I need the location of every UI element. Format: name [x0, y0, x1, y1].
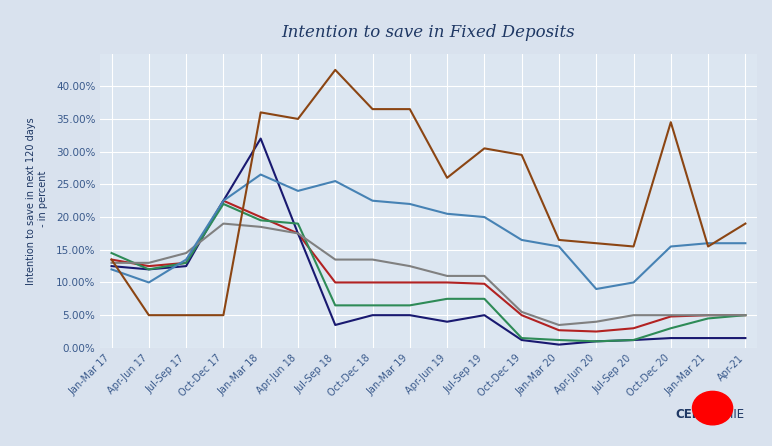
Text: CEPA: CEPA — [676, 409, 709, 421]
Title: Intention to save in Fixed Deposits: Intention to save in Fixed Deposits — [282, 24, 575, 41]
Y-axis label: Intention to save in next 120 days
 - in percent: Intention to save in next 120 days - in … — [26, 117, 48, 285]
Text: CMIE: CMIE — [716, 409, 745, 421]
